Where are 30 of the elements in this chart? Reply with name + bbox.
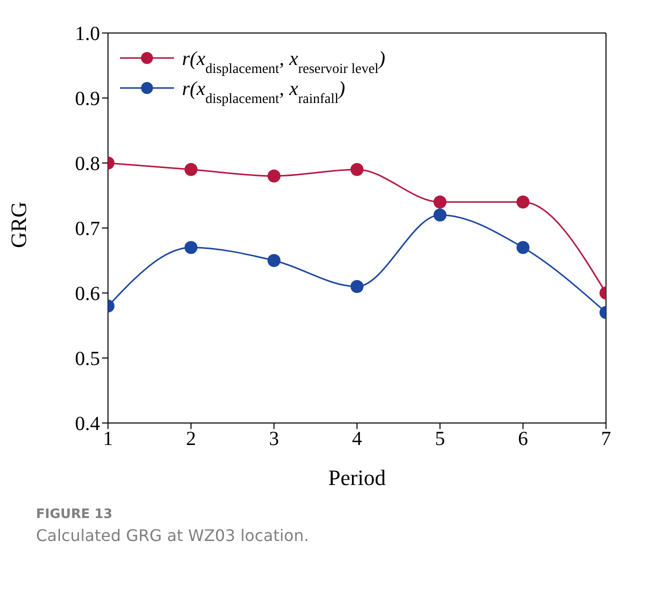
y-tick-label: 0.8 (75, 153, 100, 176)
y-tick-label: 0.9 (75, 88, 100, 110)
y-tick-label: 1.0 (75, 23, 100, 46)
caption: FIGURE 13 (36, 507, 114, 522)
y-tick-label: 0.5 (75, 348, 100, 370)
y-tick-label: 0.4 (75, 413, 100, 436)
text: Calculated GRG at WZ03 location. (36, 526, 310, 545)
point (516, 241, 530, 254)
x-tick-label: 3 (269, 428, 279, 450)
y-axis-title: GRG (6, 201, 31, 248)
y-tick-label: 0.7 (75, 218, 100, 240)
x-tick-label: 1 (103, 428, 113, 450)
point (184, 163, 198, 176)
point (434, 208, 446, 222)
x-tick-label: 4 (352, 428, 362, 450)
point (350, 163, 364, 176)
x-axis-title: Period (328, 465, 386, 490)
x-tick-label: 7 (601, 428, 611, 450)
x-tick-label: 5 (435, 428, 445, 450)
point (268, 254, 280, 267)
x-tick-label: 2 (186, 428, 196, 450)
point (184, 241, 198, 254)
legend-label: r(x$_{displacement}$, x$_{reservoir level}$) (182, 48, 386, 76)
point (434, 196, 446, 208)
legend-label: r(x$_{displacement}$, x$_{rainfall}$) (182, 78, 346, 106)
point (516, 196, 530, 208)
point (350, 280, 364, 293)
x-tick-label: 6 (518, 428, 528, 450)
y-tick-label: 0.6 (75, 283, 100, 306)
point (268, 170, 280, 182)
